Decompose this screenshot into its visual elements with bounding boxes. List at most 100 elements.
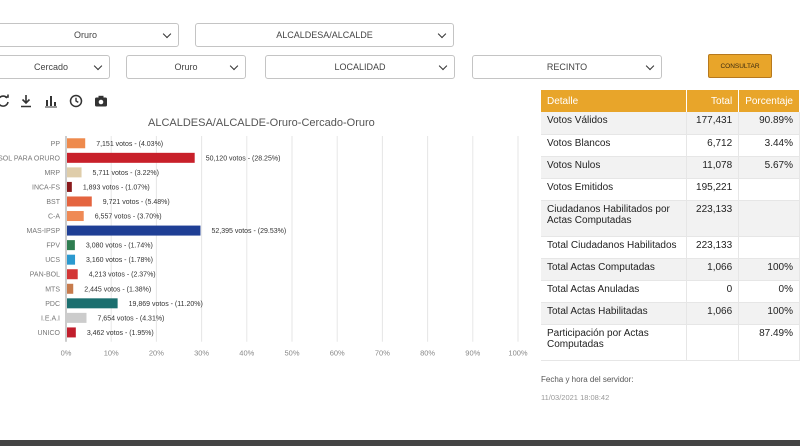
table-row: Total Actas Computadas 1,066 100%: [541, 258, 800, 281]
cargo-value: ALCALDESA/ALCALDE: [276, 30, 373, 40]
cell-porcentaje: 100%: [738, 302, 800, 325]
cell-porcentaje: [738, 200, 800, 237]
cell-detalle: Total Actas Habilitadas: [541, 302, 688, 325]
x-tick-label: 10%: [104, 349, 119, 358]
consultar-button[interactable]: CONSULTAR: [708, 54, 772, 78]
category-label: UNICO: [37, 330, 60, 337]
data-label: 19,869 votos - (11.20%): [129, 301, 203, 308]
departamento-value: Oruro: [73, 30, 97, 40]
cell-total: 177,431: [686, 112, 740, 135]
bar: [67, 269, 78, 280]
category-label: UCS: [45, 257, 60, 264]
cell-total: 6,712: [686, 134, 740, 157]
download-icon[interactable]: [19, 94, 33, 108]
x-tick-label: 50%: [284, 349, 299, 358]
data-label: 7,654 votos - (4.31%): [97, 315, 164, 322]
x-tick-label: 100%: [508, 349, 528, 358]
cell-porcentaje: 87.49%: [738, 324, 800, 361]
category-label: PP: [51, 141, 61, 148]
cargo-select[interactable]: ALCALDESA/ALCALDE: [195, 23, 454, 47]
table-header-row: Detalle Total Porcentaje: [541, 90, 800, 112]
recinto-select[interactable]: RECINTO: [472, 55, 662, 79]
table-row: Participación por Actas Computadas 87.49%: [541, 324, 800, 361]
data-label: 1,893 votos - (1.07%): [83, 184, 150, 191]
data-label: 3,160 votos - (1.78%): [86, 257, 153, 264]
header-total: Total: [686, 90, 740, 112]
bar: [67, 196, 92, 207]
cell-detalle: Ciudadanos Habilitados por Actas Computa…: [541, 200, 688, 237]
bar-chart-icon[interactable]: [44, 94, 58, 108]
table-row: Total Actas Habilitadas 1,066 100%: [541, 302, 800, 325]
departamento-select[interactable]: Oruro: [0, 23, 179, 47]
cell-total: 1,066: [686, 258, 740, 281]
cell-detalle: Participación por Actas Computadas: [541, 324, 688, 361]
bar: [67, 167, 82, 178]
municipio-select[interactable]: Oruro: [126, 55, 246, 79]
bar: [67, 138, 86, 149]
bar: [67, 152, 195, 163]
table-row: Votos Nulos 11,078 5.67%: [541, 156, 800, 179]
data-label: 50,120 votos - (28.25%): [206, 155, 281, 162]
cell-total: [686, 324, 740, 361]
chevron-down-icon: [229, 61, 239, 71]
category-label: PAN-BOL: [30, 272, 60, 279]
provincia-select[interactable]: Cercado: [0, 55, 110, 79]
cell-total: 11,078: [686, 156, 740, 179]
cell-porcentaje: 0%: [738, 280, 800, 303]
provincia-value: Cercado: [33, 62, 69, 72]
recinto-value: RECINTO: [546, 62, 588, 72]
x-tick-label: 30%: [194, 349, 209, 358]
localidad-select[interactable]: LOCALIDAD: [265, 55, 455, 79]
x-tick-label: 60%: [330, 349, 345, 358]
bar: [67, 254, 76, 265]
chevron-down-icon: [645, 61, 655, 71]
bar: [67, 327, 76, 338]
cell-detalle: Total Ciudadanos Habilitados: [541, 236, 688, 259]
data-label: 3,080 votos - (1.74%): [86, 243, 153, 250]
cell-total: 0: [686, 280, 740, 303]
refresh-icon[interactable]: [0, 94, 10, 108]
server-time-label: Fecha y hora del servidor:: [541, 375, 634, 384]
table-row: Total Actas Anuladas 0 0%: [541, 280, 800, 303]
cell-detalle: Total Actas Computadas: [541, 258, 688, 281]
municipio-value: Oruro: [174, 62, 198, 72]
table-row: Votos Blancos 6,712 3.44%: [541, 134, 800, 157]
category-label: SOL PARA ORURO: [0, 155, 61, 162]
category-label: INCA-FS: [32, 184, 60, 191]
chevron-down-icon: [162, 29, 172, 39]
bar: [67, 211, 84, 222]
table-row: Total Ciudadanos Habilitados 223,133: [541, 236, 800, 259]
data-label: 6,557 votos - (3.70%): [95, 214, 162, 221]
clock-icon[interactable]: [69, 94, 83, 108]
category-label: MRP: [44, 170, 60, 177]
cell-porcentaje: 5.67%: [738, 156, 800, 179]
x-tick-label: 0%: [61, 349, 72, 358]
localidad-value: LOCALIDAD: [334, 62, 386, 72]
bar: [67, 240, 75, 251]
data-label: 4,213 votos - (2.37%): [89, 272, 156, 279]
server-time-value: 11/03/2021 18:08:42: [541, 393, 610, 402]
cell-porcentaje: 3.44%: [738, 134, 800, 157]
category-label: I.E.A.I: [41, 315, 60, 322]
cell-total: 195,221: [686, 178, 740, 201]
category-label: BST: [46, 199, 60, 206]
camera-icon[interactable]: [94, 94, 108, 108]
bar: [67, 181, 72, 192]
bar: [67, 312, 87, 323]
x-tick-label: 80%: [420, 349, 435, 358]
cell-porcentaje: [738, 178, 800, 201]
category-label: MAS-IPSP: [27, 228, 61, 235]
data-label: 3,462 votos - (1.95%): [87, 330, 154, 337]
cell-detalle: Votos Válidos: [541, 112, 688, 135]
chevron-down-icon: [437, 29, 447, 39]
cell-detalle: Total Actas Anuladas: [541, 280, 688, 303]
chevron-down-icon: [438, 61, 448, 71]
data-label: 52,395 votos - (29.53%): [211, 228, 286, 235]
cell-detalle: Votos Emitidos: [541, 178, 688, 201]
x-tick-label: 20%: [149, 349, 164, 358]
cell-porcentaje: [738, 236, 800, 259]
cell-detalle: Votos Blancos: [541, 134, 688, 157]
results-table: Detalle Total Porcentaje Votos Válidos 17…: [541, 90, 800, 361]
header-porcentaje: Porcentaje: [738, 90, 800, 112]
cell-total: 223,133: [686, 236, 740, 259]
